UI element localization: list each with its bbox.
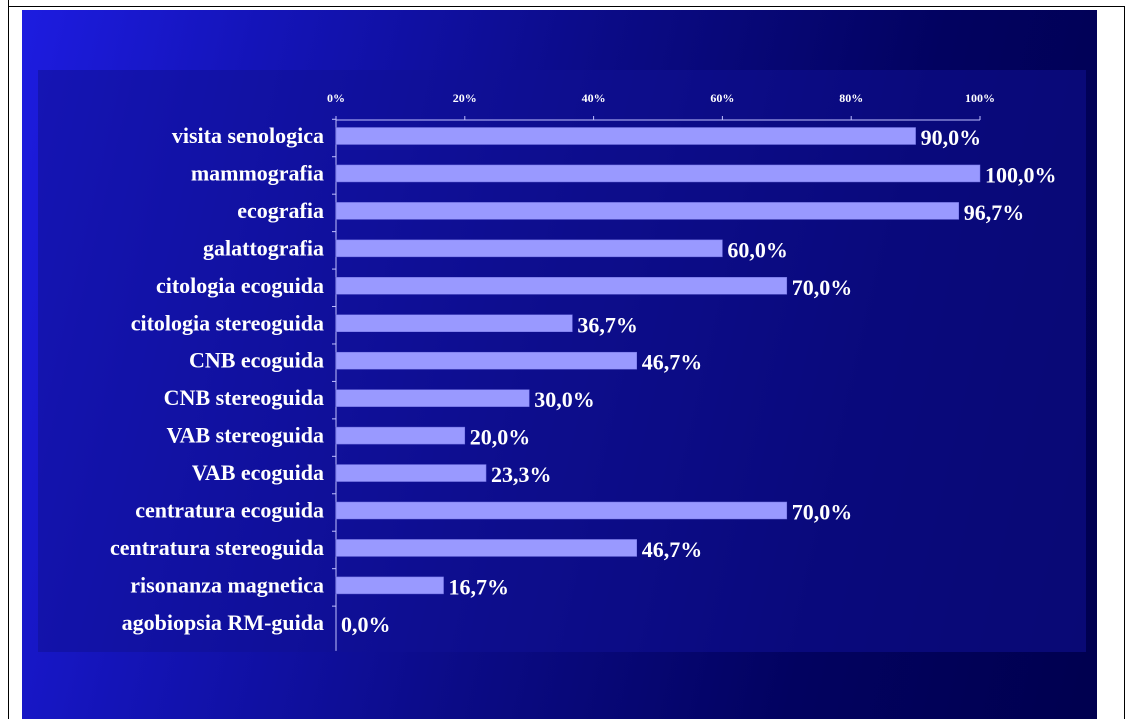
bar <box>335 539 637 557</box>
bar <box>335 314 573 332</box>
category-label: visita senologica <box>172 123 324 148</box>
category-label: ecografia <box>237 198 324 223</box>
x-tick-label: 0% <box>327 91 345 105</box>
data-label: 70,0% <box>792 275 853 300</box>
data-label: 46,7% <box>642 350 703 375</box>
category-label: citologia ecoguida <box>156 273 324 298</box>
category-label: agobiopsia RM-guida <box>122 610 324 635</box>
category-label: CNB stereoguida <box>164 385 324 410</box>
data-label: 46,7% <box>642 537 703 562</box>
slide-background: 0% 20% 40% 60% 80% 100% visita senologica 90,0%… <box>22 10 1097 719</box>
bar <box>335 277 788 295</box>
category-label: risonanza magnetica <box>130 572 324 597</box>
x-tick-label: 40% <box>582 91 606 105</box>
data-label: 96,7% <box>964 200 1025 225</box>
data-label: 60,0% <box>727 237 788 262</box>
x-tick-label: 100% <box>965 91 995 105</box>
bar <box>335 426 466 445</box>
x-tick-label: 80% <box>839 91 863 105</box>
category-label: galattografia <box>203 235 324 260</box>
bar <box>335 164 981 183</box>
data-label: 0,0% <box>341 612 391 637</box>
bar <box>335 464 487 482</box>
frame-left-border <box>8 0 9 719</box>
category-label: VAB ecoguida <box>192 460 324 485</box>
bar <box>335 127 916 145</box>
category-label: centratura stereoguida <box>110 535 324 560</box>
bar <box>335 576 444 595</box>
data-label: 36,7% <box>577 312 638 337</box>
data-label: 23,3% <box>491 462 552 487</box>
category-label: mammografia <box>191 160 324 185</box>
data-label: 16,7% <box>449 574 510 599</box>
bar <box>335 389 530 407</box>
category-label: VAB stereoguida <box>167 423 324 448</box>
x-tick-label: 60% <box>710 91 734 105</box>
data-label: 100,0% <box>985 162 1057 187</box>
bar-chart: 0% 20% 40% 60% 80% 100% visita senologica 90,0%… <box>38 70 1086 652</box>
bar <box>335 501 788 520</box>
bar <box>335 351 637 370</box>
data-label: 30,0% <box>534 387 595 412</box>
x-tick-label: 20% <box>453 91 477 105</box>
category-label: centratura ecoguida <box>135 498 324 523</box>
category-label: CNB ecoguida <box>189 348 324 373</box>
data-label: 70,0% <box>792 500 853 525</box>
bar <box>335 202 959 220</box>
bar <box>335 239 723 258</box>
data-label: 20,0% <box>470 425 531 450</box>
data-label: 90,0% <box>921 125 982 150</box>
frame-top-border <box>8 6 1125 7</box>
category-label: citologia stereoguida <box>131 310 324 335</box>
